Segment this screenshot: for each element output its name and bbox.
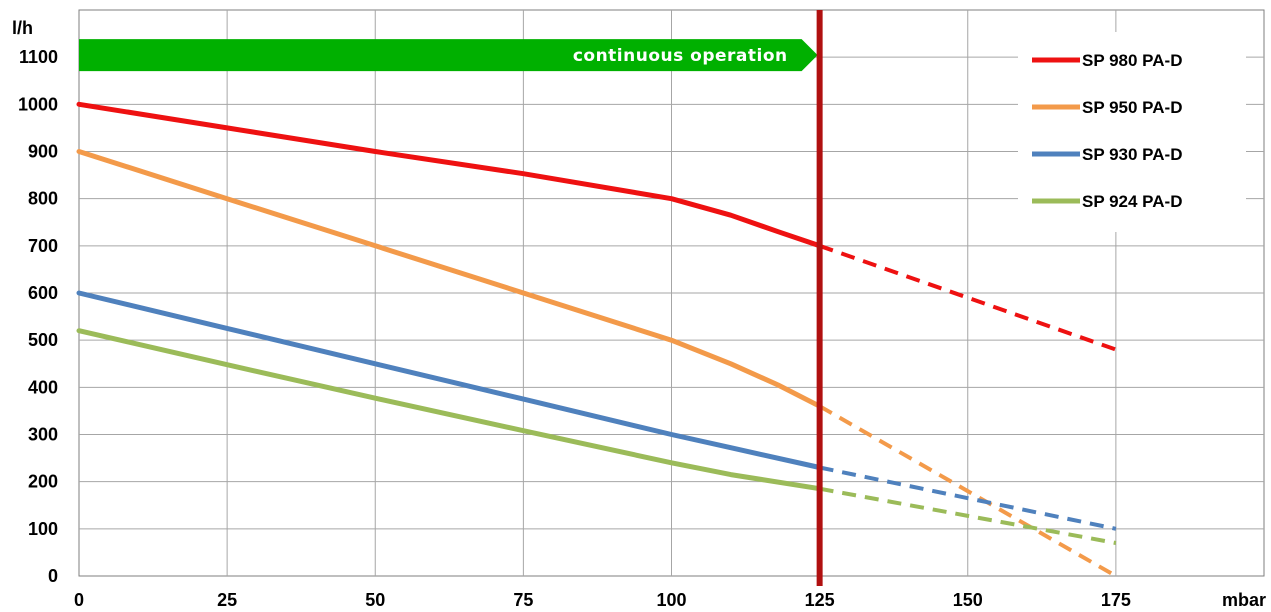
x-tick-label: 150 bbox=[953, 590, 983, 610]
y-axis-label: l/h bbox=[12, 18, 33, 38]
series-solid-sp-924-pa-d bbox=[76, 328, 823, 492]
x-tick-label: 125 bbox=[805, 590, 835, 610]
y-tick-label: 1100 bbox=[19, 47, 58, 67]
y-tick-label: 300 bbox=[28, 425, 58, 445]
series-solid-sp-980-pa-d bbox=[76, 101, 823, 249]
series-solid-sp-930-pa-d bbox=[76, 290, 823, 470]
legend-label: SP 950 PA-D bbox=[1082, 98, 1182, 117]
series-dashed-sp-980-pa-d bbox=[818, 243, 1117, 352]
y-tick-label: 100 bbox=[28, 519, 58, 539]
series-solid-sp-950-pa-d bbox=[76, 149, 823, 409]
legend-label: SP 930 PA-D bbox=[1082, 145, 1182, 164]
grid bbox=[79, 10, 1264, 576]
series-lines bbox=[76, 101, 1117, 578]
y-tick-label: 900 bbox=[28, 142, 58, 162]
banner-arrow bbox=[79, 39, 818, 72]
continuous-operation-banner: continuous operation bbox=[79, 39, 818, 72]
y-tick-label: 400 bbox=[28, 377, 58, 397]
y-tick-label: 600 bbox=[28, 283, 58, 303]
series-dashed-sp-950-pa-d bbox=[818, 404, 1117, 578]
x-tick-label: 50 bbox=[365, 590, 385, 610]
y-tick-label: 700 bbox=[28, 236, 58, 256]
legend-label: SP 924 PA-D bbox=[1082, 192, 1182, 211]
y-axis-ticks: 0 100 200 300 400 500 600 700 800 900 1000 1100 bbox=[18, 47, 58, 586]
legend: SP 980 PA-D SP 950 PA-D SP 930 PA-D SP 924 … bbox=[1018, 32, 1246, 232]
x-tick-label: 75 bbox=[513, 590, 533, 610]
x-tick-label: 175 bbox=[1101, 590, 1131, 610]
y-tick-label: 0 bbox=[48, 566, 58, 586]
x-axis-label: mbar bbox=[1222, 590, 1266, 610]
y-tick-label: 1000 bbox=[18, 94, 58, 114]
banner-label: continuous operation bbox=[573, 46, 788, 66]
series-dashed-sp-924-pa-d bbox=[819, 486, 1117, 545]
x-tick-label: 25 bbox=[217, 590, 237, 610]
y-tick-label: 800 bbox=[28, 189, 58, 209]
x-tick-label: 100 bbox=[656, 590, 686, 610]
y-tick-label: 200 bbox=[28, 472, 58, 492]
x-axis-ticks: 0 25 50 75 100 125 150 175 bbox=[74, 590, 1131, 610]
series-dashed-sp-930-pa-d bbox=[819, 465, 1117, 531]
y-tick-label: 500 bbox=[28, 330, 58, 350]
legend-label: SP 980 PA-D bbox=[1082, 51, 1182, 70]
x-tick-label: 0 bbox=[74, 590, 84, 610]
